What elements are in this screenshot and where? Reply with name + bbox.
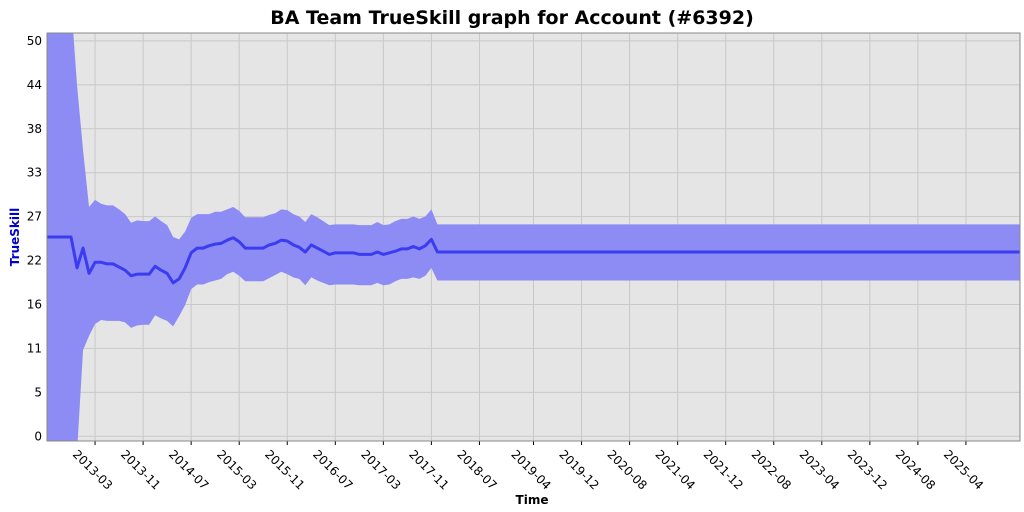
x-tick-label: 2021-04 [653, 447, 698, 492]
y-tick-label: 0 [34, 429, 42, 443]
x-tick-label: 2017-03 [358, 447, 403, 492]
x-tick-label: 2014-07 [166, 447, 211, 492]
y-tick-label: 27 [27, 210, 42, 224]
x-tick-label: 2019-12 [556, 447, 601, 492]
y-tick-label: 38 [27, 122, 42, 136]
x-tick-label: 2016-07 [310, 447, 355, 492]
x-tick-label: 2021-12 [701, 447, 746, 492]
plot-border [46, 32, 1021, 442]
x-tick-label: 2020-08 [604, 447, 649, 492]
x-tick-label: 2023-04 [797, 447, 842, 492]
x-tick-label: 2023-12 [845, 447, 890, 492]
trueskill-line [47, 235, 1020, 285]
x-tick-label: 2013-11 [118, 447, 163, 492]
x-tick-label: 2017-11 [406, 447, 451, 492]
x-tick-label: 2018-07 [454, 447, 499, 492]
y-axis-label: TrueSkill [8, 208, 22, 266]
plot [47, 33, 1020, 441]
uncertainty-band [47, 33, 1020, 441]
y-tick-label: 11 [27, 341, 42, 355]
x-tick-label: 2025-04 [941, 447, 986, 492]
chart-title: BA Team TrueSkill graph for Account (#63… [270, 7, 754, 29]
y-tick-label: 50 [27, 34, 42, 48]
x-tick-label: 2024-08 [893, 447, 938, 492]
x-axis-label: Time [516, 493, 549, 507]
x-tick-label: 2015-03 [214, 447, 259, 492]
x-tick-label: 2022-08 [749, 447, 794, 492]
y-tick-label: 33 [27, 166, 42, 180]
y-tick-label: 5 [34, 385, 42, 399]
x-tick-label: 2013-03 [70, 447, 115, 492]
y-tick-label: 22 [27, 254, 42, 268]
x-tick-label: 2015-11 [262, 447, 307, 492]
y-tick-label: 16 [27, 297, 42, 311]
y-tick-label: 44 [27, 78, 42, 92]
x-tick-label: 2019-04 [508, 447, 553, 492]
